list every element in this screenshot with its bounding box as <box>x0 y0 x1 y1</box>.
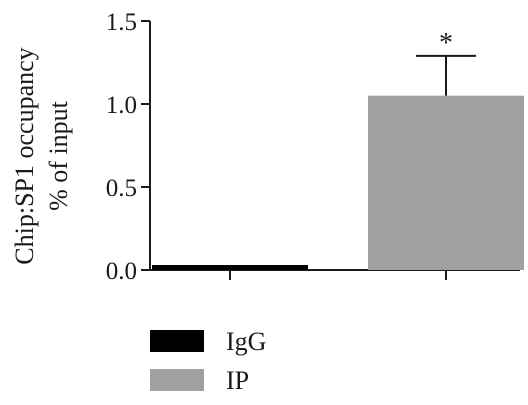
y-axis-title-line-1: Chip:SP1 occupancy <box>10 47 39 264</box>
y-tick-label: 0.5 <box>106 175 137 202</box>
bar-igg <box>152 265 308 270</box>
significance-marker: * <box>439 28 453 59</box>
y-axis-title-line-2: % of input <box>44 100 73 211</box>
legend: IgG IP <box>150 327 266 395</box>
legend-label-ip: IP <box>226 366 249 395</box>
plot-area: 0.0 0.5 1.0 1.5 * <box>106 9 524 285</box>
bar-ip <box>368 95 524 270</box>
y-tick-label: 0.0 <box>106 258 137 285</box>
y-axis-title: Chip:SP1 occupancy % of input <box>10 47 73 264</box>
legend-swatch-igg <box>150 330 204 352</box>
legend-label-igg: IgG <box>226 327 266 356</box>
y-tick-label: 1.0 <box>106 92 137 119</box>
legend-swatch-ip <box>150 369 204 391</box>
y-tick-label: 1.5 <box>106 9 137 36</box>
